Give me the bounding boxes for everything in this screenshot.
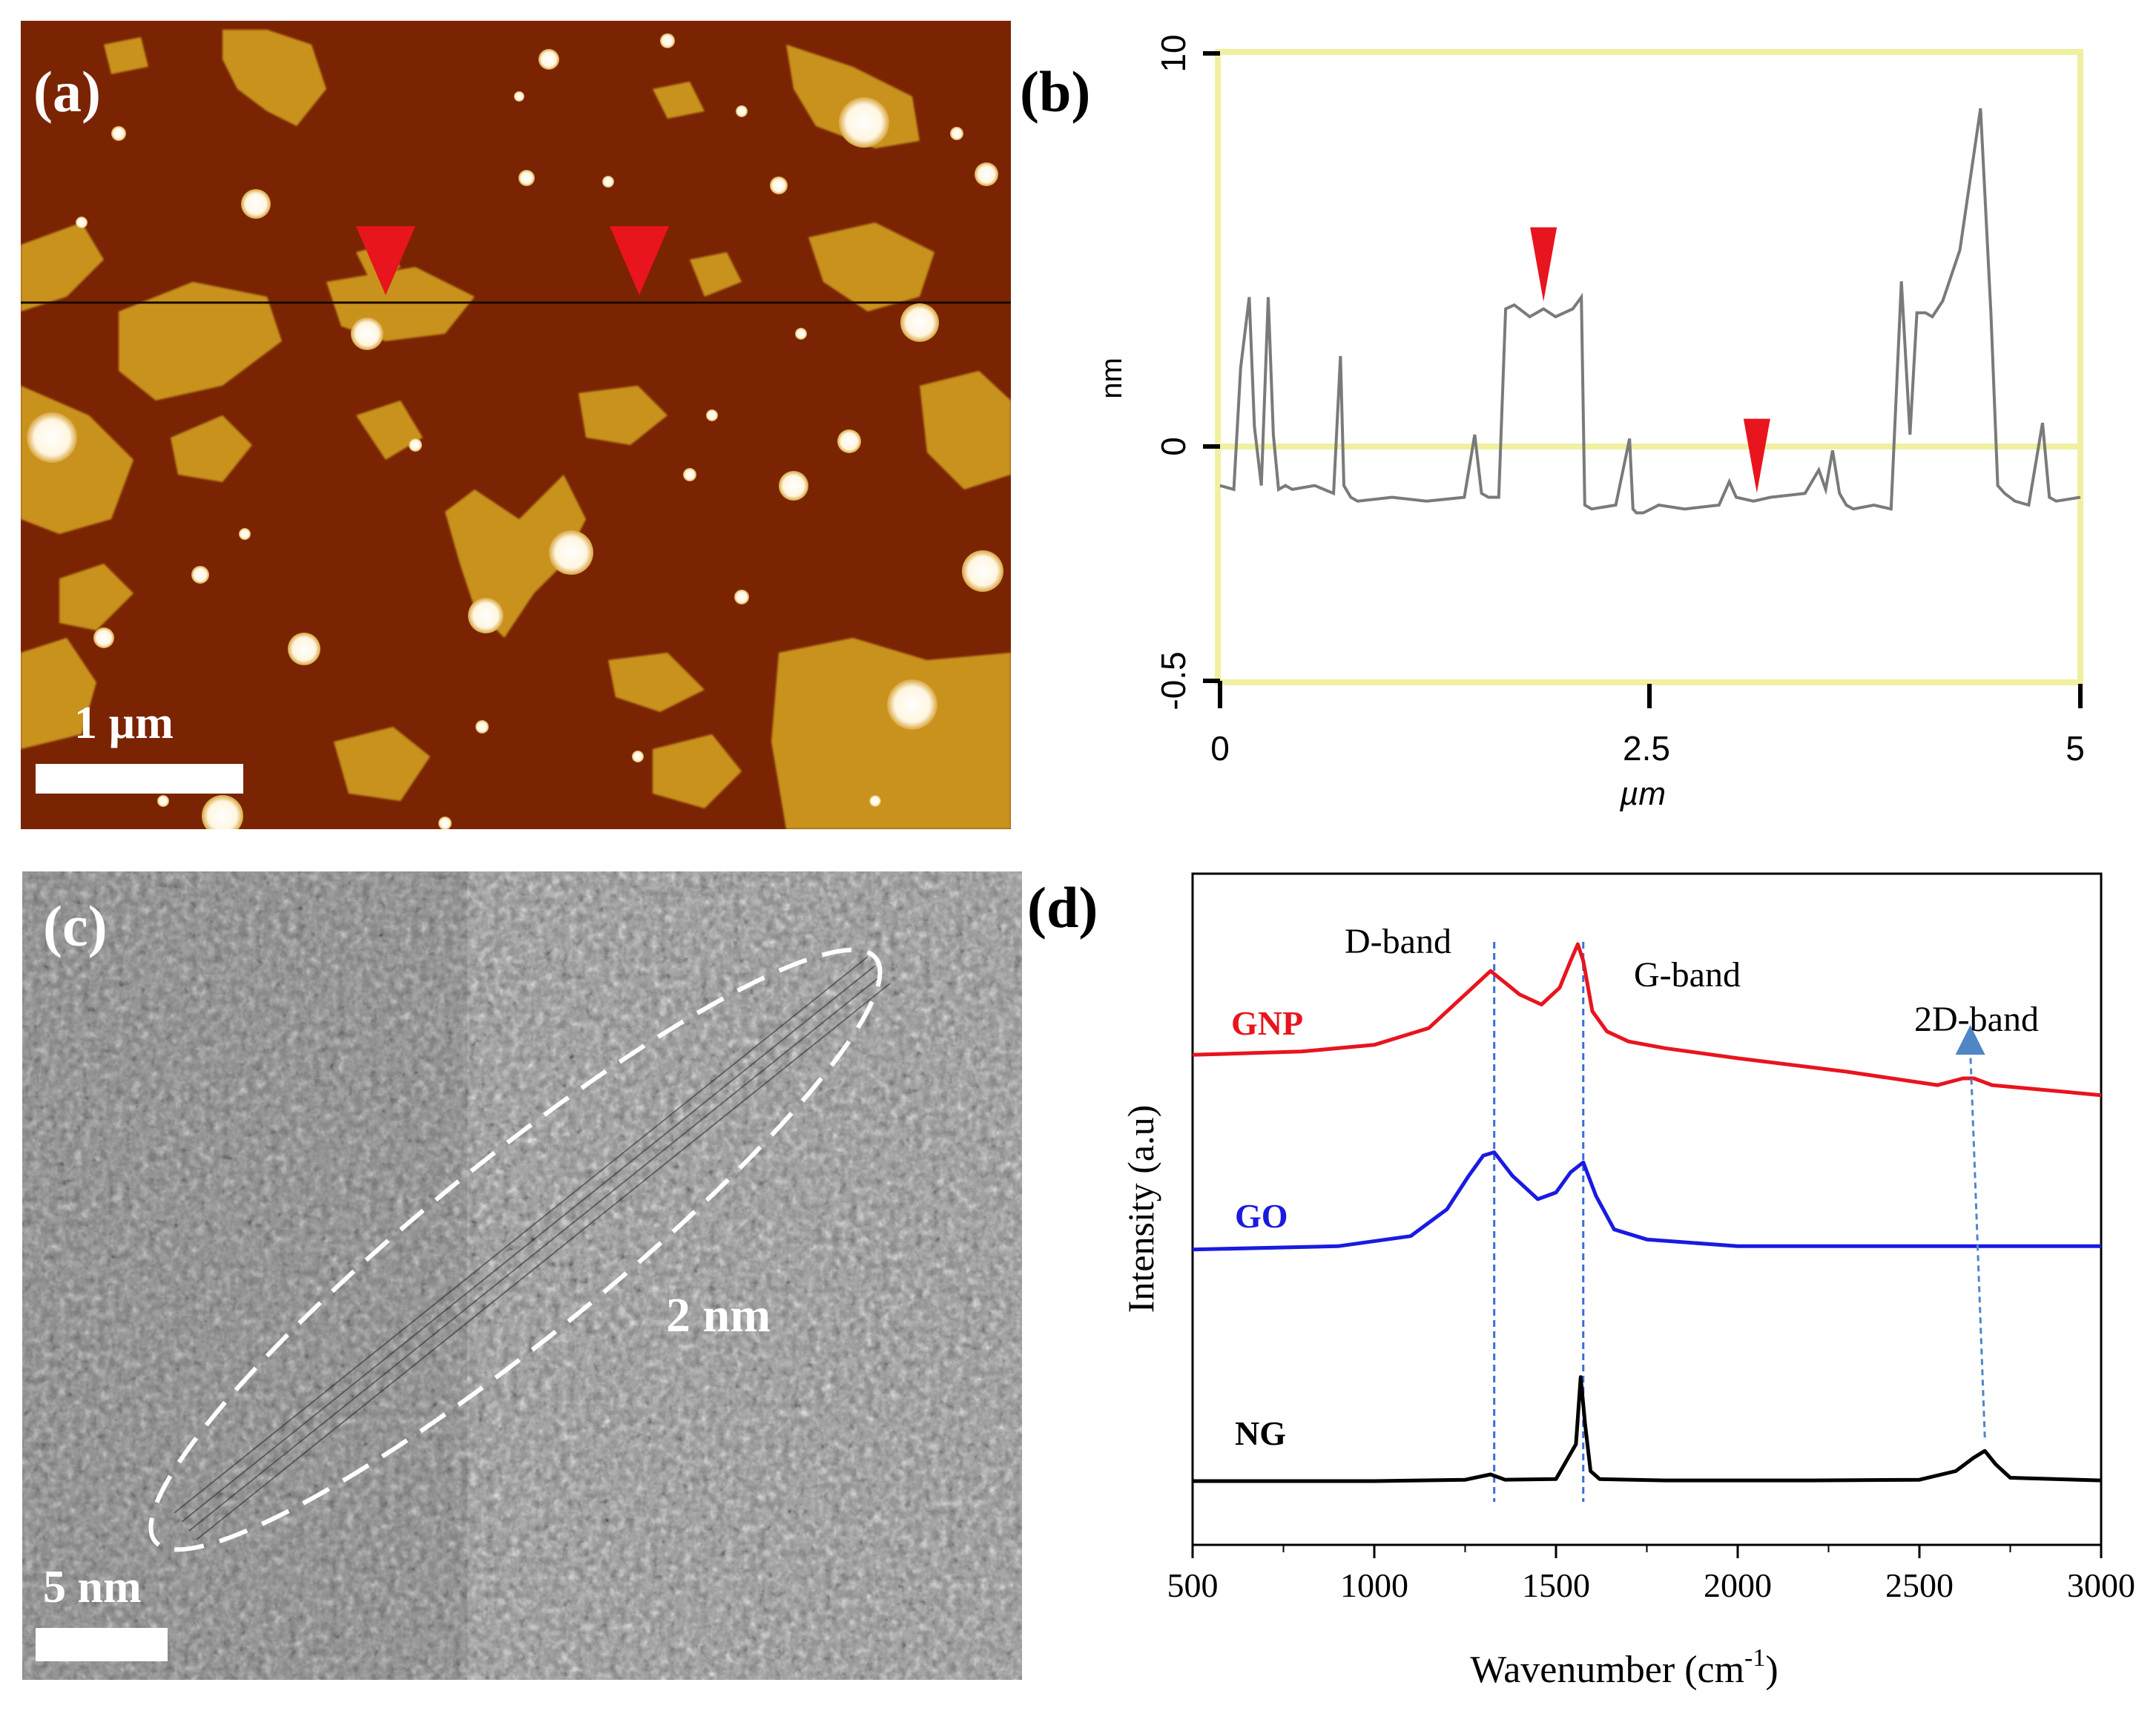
- x-axis-label-d: Wavenumber (cm-1): [1470, 1644, 1778, 1691]
- afm-particle: [837, 429, 861, 453]
- profile-series-line: [1219, 108, 2081, 515]
- afm-particle: [869, 795, 881, 807]
- afm-image: 1 µm (a): [21, 21, 1011, 829]
- legend-gnp: GNP: [1231, 1004, 1303, 1042]
- afm-particle: [241, 189, 271, 219]
- afm-particle: [351, 317, 383, 350]
- scale-bar-c-label: 5 nm: [43, 1562, 142, 1612]
- afm-particle: [706, 409, 718, 421]
- afm-particle: [409, 438, 422, 452]
- profile-markers: [1530, 227, 1770, 493]
- afm-particle: [975, 162, 998, 186]
- red-marker-a1: [356, 226, 415, 295]
- afm-particle: [468, 598, 504, 633]
- y-tick-label-10: 10: [1154, 34, 1193, 72]
- scale-bar-a-label: 1 µm: [74, 698, 174, 748]
- profile-marker: [1530, 227, 1557, 302]
- afm-particle: [734, 590, 749, 604]
- afm-particle: [202, 795, 243, 829]
- afm-particle: [660, 33, 675, 48]
- afm-particle: [191, 566, 209, 584]
- x-tick-label-2500: 2500: [1885, 1566, 1954, 1604]
- tem-image: 2 nm 5 nm (c): [22, 871, 1022, 1680]
- 2d-shift-arrow: [1969, 1050, 1986, 1438]
- afm-particle: [93, 627, 114, 648]
- y-axis-label-b: nm: [1095, 357, 1128, 399]
- afm-particle: [950, 127, 963, 140]
- afm-particle: [157, 795, 169, 807]
- panel-a-label: (a): [33, 59, 101, 124]
- d-band-label: D-band: [1345, 922, 1451, 961]
- afm-particle: [887, 679, 937, 730]
- tem-shade: [22, 871, 467, 1680]
- afm-particle: [538, 49, 559, 70]
- afm-particle: [514, 91, 524, 102]
- 2d-band-label: 2D-band: [1914, 1000, 2039, 1039]
- profile-marker: [1743, 418, 1770, 493]
- afm-particle: [795, 328, 807, 340]
- x-axis-label-d-main: Wavenumber (cm: [1470, 1649, 1744, 1691]
- y-axis-label-d: Intensity (a.u): [1120, 1105, 1161, 1313]
- afm-particle: [76, 217, 88, 228]
- afm-flakes: [21, 30, 1011, 829]
- afm-particle: [602, 176, 614, 188]
- x-tick-label-0: 0: [1210, 729, 1230, 768]
- afm-particle: [962, 550, 1003, 592]
- x-axis-label-d-sup: -1: [1744, 1644, 1765, 1672]
- g-band-label: G-band: [1634, 955, 1741, 995]
- tem-annotation: 2 nm: [666, 1288, 771, 1342]
- raman-x-ticks: 500 1000 1500 2000 2500 3000: [1167, 1545, 2135, 1604]
- dashed-ellipse: [148, 947, 883, 1552]
- x-tick-label-500: 500: [1167, 1566, 1219, 1604]
- lattice-fringes: [174, 956, 891, 1540]
- afm-particle: [839, 97, 889, 148]
- afm-particle: [736, 105, 748, 117]
- scale-bar-a: [36, 764, 243, 794]
- panel-b-label: (b): [1020, 59, 1090, 124]
- panel-a: 1 µm (a): [21, 21, 1011, 829]
- panel-b: (b) 10 0 -0.5 nm 0 2.5 5 µm: [1020, 34, 2085, 812]
- afm-particle: [239, 528, 251, 540]
- afm-particle: [779, 471, 808, 501]
- x-axis-label-d-close: ): [1765, 1649, 1778, 1691]
- x-tick-label-2000: 2000: [1704, 1566, 1772, 1604]
- afm-particle: [683, 468, 696, 481]
- legend-ng: NG: [1235, 1414, 1286, 1452]
- x-tick-label-5: 5: [2066, 729, 2085, 768]
- panel-d: (d) 500 1000 1500 2000 2500 3000 D-band G-ban…: [1027, 872, 2135, 1691]
- afm-particle: [27, 412, 77, 463]
- afm-particle: [900, 303, 939, 342]
- y-tick-label-0: 0: [1154, 437, 1193, 456]
- series-line-go: [1192, 1150, 2101, 1252]
- afm-particle: [770, 177, 788, 194]
- 2d-shift-arrowhead: [1955, 1025, 1985, 1055]
- x-tick-label-1500: 1500: [1522, 1566, 1590, 1604]
- x-tick-label-1000: 1000: [1340, 1566, 1408, 1604]
- afm-particles: [27, 33, 1003, 829]
- x-tick-label-3000: 3000: [2067, 1566, 2135, 1604]
- afm-particle: [632, 751, 644, 762]
- panel-d-label: (d): [1027, 875, 1098, 940]
- afm-particle: [518, 170, 535, 186]
- panel-c: 2 nm 5 nm (c): [22, 871, 1022, 1680]
- y-tick-label-neg: -0.5: [1154, 651, 1193, 710]
- series-line-ng: [1193, 1375, 2102, 1483]
- afm-particle: [111, 126, 126, 141]
- scale-bar-c: [36, 1628, 168, 1661]
- raman-series: [1192, 942, 2102, 1483]
- red-marker-a2: [610, 226, 669, 295]
- afm-particle: [288, 633, 320, 665]
- panel-c-label: (c): [43, 894, 108, 958]
- x-tick-label-2.5: 2.5: [1623, 729, 1670, 768]
- afm-particle: [438, 817, 452, 829]
- afm-particle: [549, 530, 593, 575]
- x-axis-label-b: µm: [1619, 776, 1666, 812]
- profile-frame: [1215, 49, 2083, 685]
- legend-go: GO: [1235, 1197, 1288, 1235]
- raman-guide-lines: [1493, 942, 1585, 1502]
- tem-texture: [22, 871, 1022, 1680]
- series-line-gnp: [1192, 942, 2102, 1098]
- afm-particle: [475, 720, 489, 733]
